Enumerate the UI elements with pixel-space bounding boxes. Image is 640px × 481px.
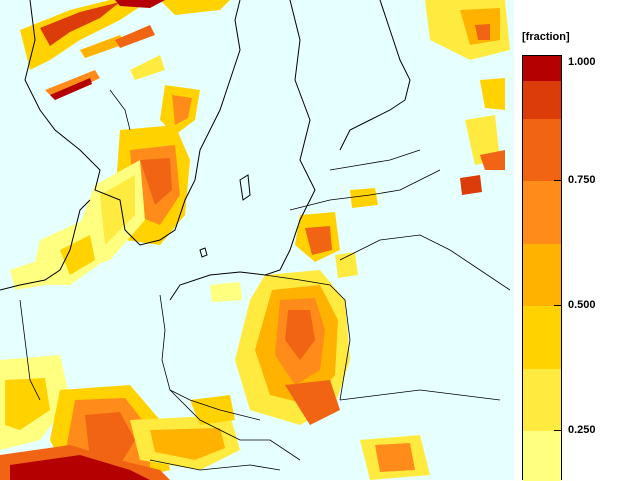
legend-panel: [fraction] 1.000 0.750 0.500 0.250 — [514, 0, 640, 481]
legend-tick — [554, 430, 562, 431]
field-baltics — [295, 188, 378, 262]
border-latvia-estonia — [329, 149, 421, 171]
legend-swatch — [523, 181, 561, 244]
field-sweden — [10, 85, 200, 290]
border-poland-belarus — [264, 274, 351, 401]
legend-swatch — [523, 306, 561, 369]
border-belarus-russia — [339, 234, 511, 291]
border-norway-sweden — [109, 89, 131, 131]
legend-swatch — [523, 118, 561, 181]
legend-unit-label: [fraction] — [522, 31, 570, 43]
legend-tick-label: 0.500 — [568, 299, 596, 311]
field-layer — [0, 0, 510, 480]
field-south — [0, 355, 430, 480]
coastline-baltic-east — [169, 0, 316, 301]
field-central — [210, 252, 358, 425]
legend-tick — [554, 55, 562, 56]
border-ukraine — [339, 389, 501, 401]
coastline-norway-sweden — [24, 0, 241, 246]
border-netherlands — [19, 299, 41, 401]
legend-colorbar — [522, 55, 562, 481]
map-canvas[interactable] — [0, 0, 514, 480]
border-czech — [169, 389, 301, 461]
coastline-gotland — [239, 174, 251, 201]
legend-swatch — [523, 431, 561, 481]
legend-swatch — [523, 81, 561, 119]
legend-tick — [554, 180, 562, 181]
border-baltic-states — [289, 169, 441, 211]
border-layer — [19, 89, 511, 471]
coastline-finland — [339, 0, 411, 151]
legend-swatch — [523, 243, 561, 306]
legend-tick-label: 1.000 — [568, 56, 596, 68]
legend-tick-label: 0.750 — [568, 174, 596, 186]
legend-swatch — [523, 368, 561, 431]
legend-swatch — [523, 56, 561, 81]
legend-tick-label: 0.250 — [568, 424, 596, 436]
legend-tick — [554, 305, 562, 306]
field-norway — [20, 0, 230, 100]
coastline-bornholm — [199, 247, 208, 258]
field-finland — [425, 0, 510, 195]
coastline-jutland — [0, 199, 91, 291]
border-austria — [149, 459, 281, 471]
map-panel[interactable] — [0, 0, 514, 480]
coastline-layer — [0, 0, 411, 301]
